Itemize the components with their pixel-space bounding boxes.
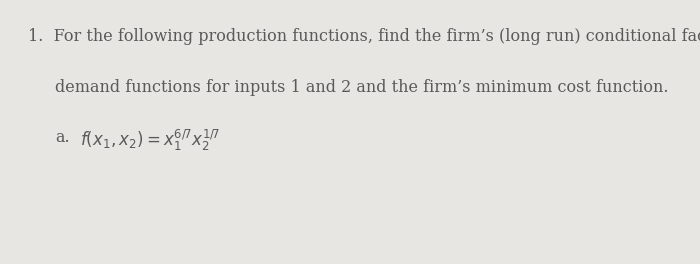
Text: $f(x_1, x_2) = x_1^{6/7}x_2^{1/7}$: $f(x_1, x_2) = x_1^{6/7}x_2^{1/7}$ [80,127,220,153]
Text: a.: a. [55,129,69,146]
Text: 1.  For the following production functions, find the firm’s (long run) condition: 1. For the following production function… [28,28,700,45]
Text: demand functions for inputs 1 and 2 and the firm’s minimum cost function.: demand functions for inputs 1 and 2 and … [55,79,668,96]
